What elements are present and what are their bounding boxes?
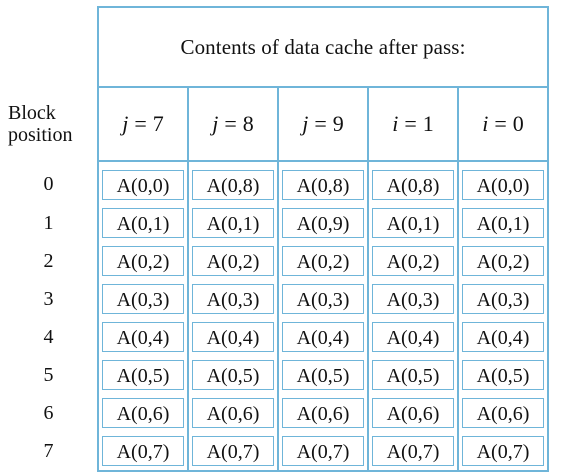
cache-cell: A(0,1) [457, 204, 549, 242]
cache-cell: A(0,9) [277, 204, 369, 242]
cache-cell: A(0,2) [367, 242, 459, 280]
cache-cell: A(0,5) [457, 356, 549, 394]
cache-cell: A(0,5) [97, 356, 189, 394]
column-header: j = 8 [187, 86, 279, 162]
block-position: 2 [43, 249, 54, 272]
cache-cell: A(0,3) [277, 280, 369, 318]
cache-cell: A(0,0) [97, 161, 189, 204]
cache-cell: A(0,6) [457, 394, 549, 432]
header-row: Block position j = 7 j = 8 j = 9 i = 1 i = 0 [0, 86, 549, 162]
cache-cell: A(0,0) [457, 161, 549, 204]
cache-cell: A(0,1) [97, 204, 189, 242]
cache-cell: A(0,6) [187, 394, 279, 432]
cache-cell: A(0,5) [367, 356, 459, 394]
cache-cell: A(0,4) [457, 318, 549, 356]
block-position: 0 [43, 173, 54, 195]
cache-cell: A(0,2) [97, 242, 189, 280]
table-row: 3 A(0,3) A(0,3) A(0,3) A(0,3) A(0,3) [0, 280, 549, 318]
column-header: i = 0 [457, 86, 549, 162]
cache-cell: A(0,7) [277, 432, 369, 472]
cache-cell: A(0,5) [187, 356, 279, 394]
cache-cell: A(0,8) [367, 161, 459, 204]
table-row: 7 A(0,7) A(0,7) A(0,7) A(0,7) A(0,7) [0, 432, 549, 472]
title-row: Contents of data cache after pass: [0, 6, 549, 87]
cache-contents-table-wrapper: Contents of data cache after pass: Block… [8, 6, 549, 472]
column-header: j = 7 [97, 86, 189, 162]
block-position: 4 [43, 325, 54, 348]
block-position-header-line2: position [8, 124, 73, 146]
block-position: 1 [43, 211, 54, 234]
cache-cell: A(0,2) [457, 242, 549, 280]
table-row: 1 A(0,1) A(0,1) A(0,9) A(0,1) A(0,1) [0, 204, 549, 242]
cache-cell: A(0,5) [277, 356, 369, 394]
cache-cell: A(0,7) [97, 432, 189, 472]
cache-cell: A(0,4) [187, 318, 279, 356]
cache-cell: A(0,8) [277, 161, 369, 204]
block-position-header: Block position [0, 87, 98, 161]
cache-cell: A(0,1) [367, 204, 459, 242]
cache-cell: A(0,4) [97, 318, 189, 356]
block-position: 5 [43, 363, 54, 386]
cache-cell: A(0,6) [97, 394, 189, 432]
block-position: 3 [43, 287, 54, 310]
cache-cell: A(0,4) [367, 318, 459, 356]
cache-cell: A(0,8) [187, 161, 279, 204]
cache-cell: A(0,2) [277, 242, 369, 280]
table-title: Contents of data cache after pass: [97, 6, 549, 87]
table-row: 5 A(0,5) A(0,5) A(0,5) A(0,5) A(0,5) [0, 356, 549, 394]
cache-cell: A(0,6) [367, 394, 459, 432]
cache-cell: A(0,2) [187, 242, 279, 280]
cache-cell: A(0,7) [367, 432, 459, 472]
cache-cell: A(0,3) [97, 280, 189, 318]
cache-cell: A(0,6) [277, 394, 369, 432]
cache-cell: A(0,3) [187, 280, 279, 318]
cache-contents-table: Contents of data cache after pass: Block… [0, 6, 549, 472]
block-position: 6 [43, 401, 54, 424]
column-header: i = 1 [367, 86, 459, 162]
table-row: 2 A(0,2) A(0,2) A(0,2) A(0,2) A(0,2) [0, 242, 549, 280]
cache-cell: A(0,7) [187, 432, 279, 472]
table-row: 4 A(0,4) A(0,4) A(0,4) A(0,4) A(0,4) [0, 318, 549, 356]
cache-cell: A(0,3) [367, 280, 459, 318]
table-row: 6 A(0,6) A(0,6) A(0,6) A(0,6) A(0,6) [0, 394, 549, 432]
cache-cell: A(0,1) [187, 204, 279, 242]
cache-cell: A(0,7) [457, 432, 549, 472]
corner-empty [0, 7, 98, 87]
block-position-header-line1: Block [8, 102, 56, 124]
block-position: 7 [43, 440, 54, 462]
cache-cell: A(0,3) [457, 280, 549, 318]
cache-cell: A(0,4) [277, 318, 369, 356]
column-header: j = 9 [277, 86, 369, 162]
table-row: 0 A(0,0) A(0,8) A(0,8) A(0,8) A(0,0) [0, 161, 549, 204]
